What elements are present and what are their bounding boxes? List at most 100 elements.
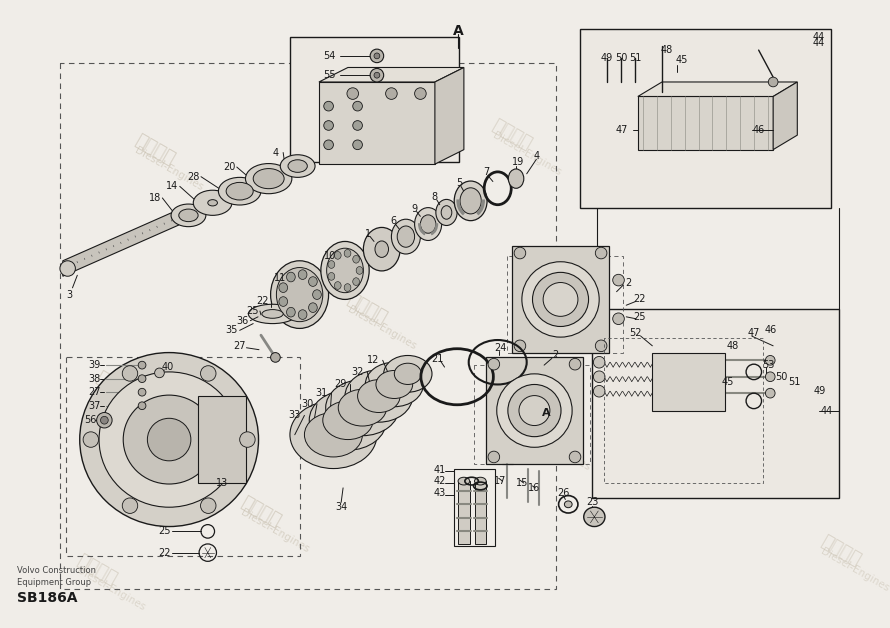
Text: 4: 4 — [533, 151, 539, 161]
Text: 56: 56 — [84, 415, 96, 425]
Circle shape — [594, 386, 605, 397]
Ellipse shape — [298, 270, 307, 279]
Text: 50: 50 — [615, 53, 627, 63]
Text: 15: 15 — [515, 478, 528, 488]
Polygon shape — [638, 82, 797, 97]
Text: 23: 23 — [587, 497, 599, 507]
Text: Volvo Construction: Volvo Construction — [18, 566, 96, 575]
Circle shape — [352, 121, 362, 130]
Text: 22: 22 — [634, 295, 646, 305]
Text: 53: 53 — [762, 360, 774, 370]
Text: 34: 34 — [335, 502, 347, 512]
Circle shape — [570, 359, 581, 370]
Text: 44: 44 — [813, 31, 825, 41]
Circle shape — [370, 68, 384, 82]
Ellipse shape — [474, 477, 486, 485]
Text: 35: 35 — [226, 325, 239, 335]
Text: 21: 21 — [432, 354, 444, 364]
Ellipse shape — [376, 371, 413, 399]
Ellipse shape — [532, 273, 588, 327]
Circle shape — [200, 498, 216, 514]
Text: 32: 32 — [352, 367, 364, 377]
Text: 50: 50 — [774, 372, 787, 382]
Ellipse shape — [262, 310, 283, 318]
Ellipse shape — [207, 200, 217, 206]
Text: Diesel-Engines: Diesel-Engines — [713, 165, 785, 212]
Ellipse shape — [328, 261, 335, 268]
Text: Diesel-Engines: Diesel-Engines — [490, 131, 562, 178]
Text: Diesel-Engines: Diesel-Engines — [134, 145, 205, 193]
Ellipse shape — [279, 283, 287, 293]
Circle shape — [101, 416, 109, 424]
Ellipse shape — [328, 273, 335, 280]
Ellipse shape — [218, 177, 261, 205]
Text: 55: 55 — [323, 70, 336, 80]
Ellipse shape — [397, 226, 415, 247]
Text: 紫发动力: 紫发动力 — [344, 291, 391, 328]
Text: 14: 14 — [166, 181, 178, 192]
Circle shape — [352, 101, 362, 111]
Circle shape — [374, 72, 380, 78]
Circle shape — [122, 365, 138, 381]
Text: 30: 30 — [301, 399, 313, 409]
Text: 54: 54 — [323, 51, 336, 61]
Bar — [580, 29, 831, 208]
Text: Diesel-Engines: Diesel-Engines — [239, 507, 312, 555]
Ellipse shape — [564, 501, 572, 507]
Ellipse shape — [345, 370, 413, 422]
Ellipse shape — [99, 372, 239, 507]
Circle shape — [514, 340, 526, 352]
Circle shape — [200, 365, 216, 381]
Text: SB186A: SB186A — [18, 592, 78, 605]
Text: 31: 31 — [316, 388, 328, 398]
Text: 4: 4 — [272, 148, 279, 158]
Text: 33: 33 — [288, 411, 301, 420]
Text: 44: 44 — [813, 38, 825, 48]
Ellipse shape — [290, 401, 376, 468]
Text: 5: 5 — [456, 178, 462, 188]
Text: 18: 18 — [149, 193, 161, 203]
Ellipse shape — [326, 380, 399, 436]
Ellipse shape — [441, 206, 452, 219]
Circle shape — [324, 101, 334, 111]
Circle shape — [324, 121, 334, 130]
Text: 52: 52 — [628, 328, 641, 338]
Text: A: A — [542, 408, 550, 418]
Ellipse shape — [304, 413, 362, 457]
Ellipse shape — [271, 261, 328, 328]
Ellipse shape — [460, 188, 481, 214]
Ellipse shape — [508, 384, 561, 436]
Text: 19: 19 — [512, 157, 524, 167]
Text: Diesel-Engines: Diesel-Engines — [820, 546, 890, 593]
Ellipse shape — [287, 272, 295, 282]
Ellipse shape — [335, 251, 341, 259]
Text: 46: 46 — [753, 126, 765, 135]
Text: A: A — [453, 24, 464, 38]
Ellipse shape — [323, 401, 373, 440]
Ellipse shape — [80, 352, 258, 526]
Ellipse shape — [508, 169, 524, 188]
Circle shape — [488, 359, 499, 370]
Text: 3: 3 — [67, 290, 73, 300]
Text: 40: 40 — [161, 362, 174, 372]
Text: 25: 25 — [246, 306, 258, 316]
Circle shape — [570, 451, 581, 463]
Ellipse shape — [298, 310, 307, 320]
Circle shape — [370, 49, 384, 63]
Ellipse shape — [454, 181, 487, 220]
Text: 49: 49 — [601, 53, 613, 63]
Text: 紫发动力: 紫发动力 — [625, 325, 671, 362]
Text: 9: 9 — [411, 203, 417, 214]
Text: 1: 1 — [365, 229, 371, 239]
Text: 紫发动力: 紫发动力 — [74, 551, 120, 588]
Ellipse shape — [394, 363, 421, 384]
Text: 29: 29 — [334, 379, 346, 389]
Ellipse shape — [246, 163, 292, 193]
Bar — [652, 352, 724, 411]
Text: 22: 22 — [256, 296, 269, 306]
Circle shape — [239, 432, 255, 447]
Text: 27: 27 — [233, 341, 246, 351]
Text: 紫发动力: 紫发动力 — [518, 411, 564, 448]
Ellipse shape — [279, 296, 287, 306]
Ellipse shape — [352, 256, 360, 263]
